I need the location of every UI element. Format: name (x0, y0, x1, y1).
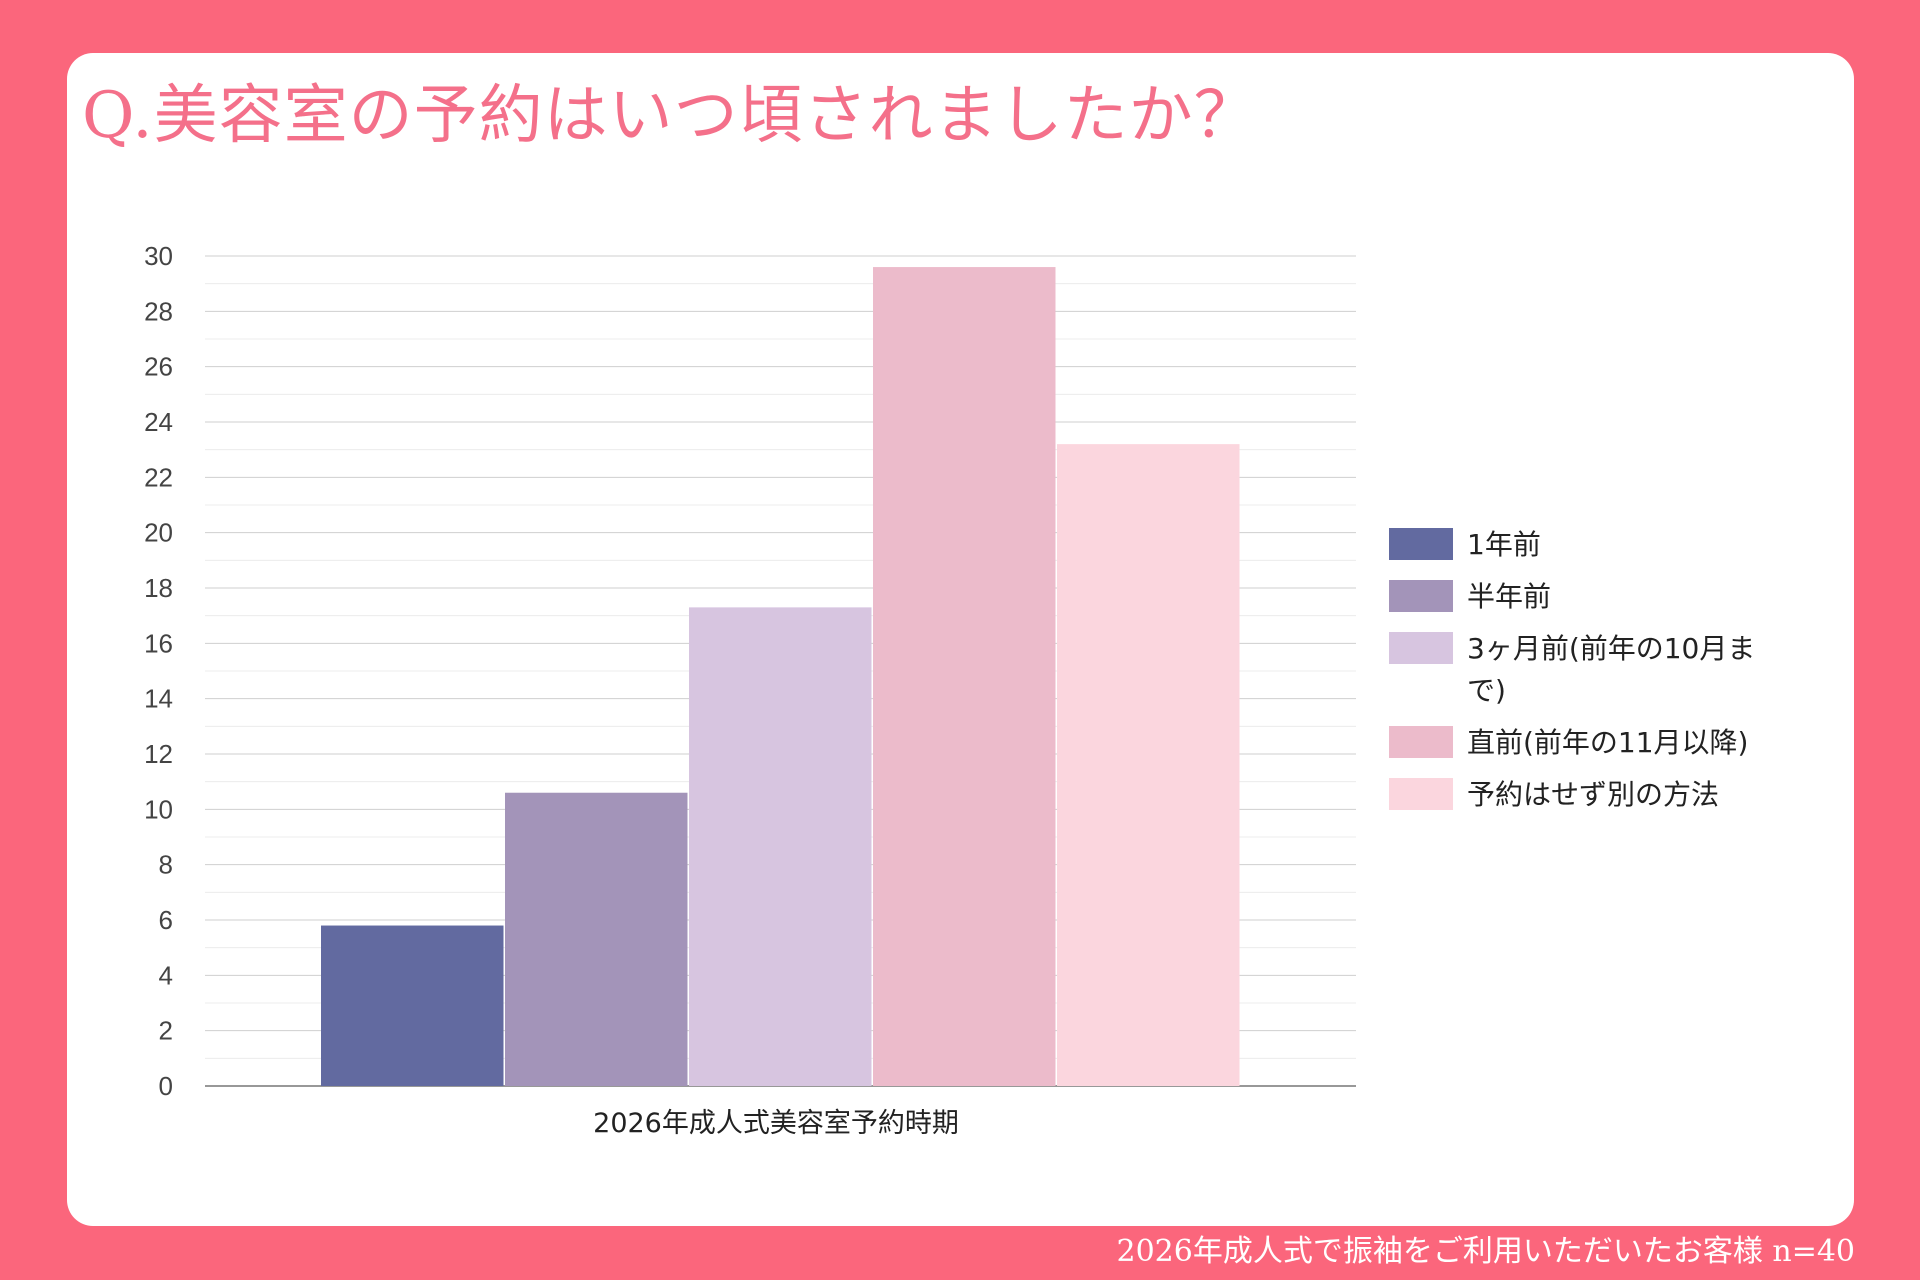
bar-3 (689, 607, 872, 1086)
y-tick-label: 2 (159, 1016, 173, 1046)
bar-1 (321, 925, 504, 1086)
y-tick-label: 16 (144, 628, 173, 658)
x-category-label: 2026年成人式美容室予約時期 (593, 1108, 959, 1139)
y-tick-label: 0 (159, 1071, 173, 1101)
y-tick-label: 22 (144, 462, 173, 492)
legend-item: 3ヶ月前(前年の10月まで) (1389, 628, 1787, 712)
legend-item: 半年前 (1389, 576, 1787, 618)
sample-note: 2026年成人式で振袖をご利用いただいたお客様 n=40 (1116, 1234, 1855, 1269)
y-tick-label: 4 (159, 960, 173, 990)
y-tick-label: 30 (144, 241, 173, 271)
legend-label: 直前(前年の11月以降) (1467, 726, 1749, 759)
y-tick-label: 26 (144, 352, 173, 382)
legend-swatch (1389, 528, 1453, 560)
legend-item: 予約はせず別の方法 (1389, 774, 1787, 816)
legend-swatch (1389, 778, 1453, 810)
legend-item: 1年前 (1389, 524, 1787, 566)
y-tick-label: 12 (144, 739, 173, 769)
chart-title: Q.美容室の予約はいつ頃されましたか？ (82, 79, 1259, 153)
bar-5 (1057, 444, 1240, 1087)
bar-4 (873, 267, 1056, 1087)
y-tick-label: 6 (159, 905, 173, 935)
legend-label: 3ヶ月前(前年の10月まで) (1467, 632, 1756, 707)
legend-swatch (1389, 726, 1453, 758)
y-tick-label: 20 (144, 518, 173, 548)
y-tick-label: 24 (144, 407, 173, 437)
y-tick-label: 10 (144, 794, 173, 824)
bar-2 (505, 792, 688, 1086)
y-tick-label: 18 (144, 573, 173, 603)
legend-label: 1年前 (1467, 528, 1541, 561)
legend-swatch (1389, 580, 1453, 612)
y-tick-label: 8 (159, 850, 173, 880)
legend-label: 半年前 (1467, 580, 1552, 613)
y-tick-label: 28 (144, 296, 173, 326)
legend-label: 予約はせず別の方法 (1467, 778, 1720, 811)
legend-swatch (1389, 632, 1453, 664)
y-tick-label: 14 (144, 684, 173, 714)
legend-item: 直前(前年の11月以降) (1389, 722, 1787, 764)
